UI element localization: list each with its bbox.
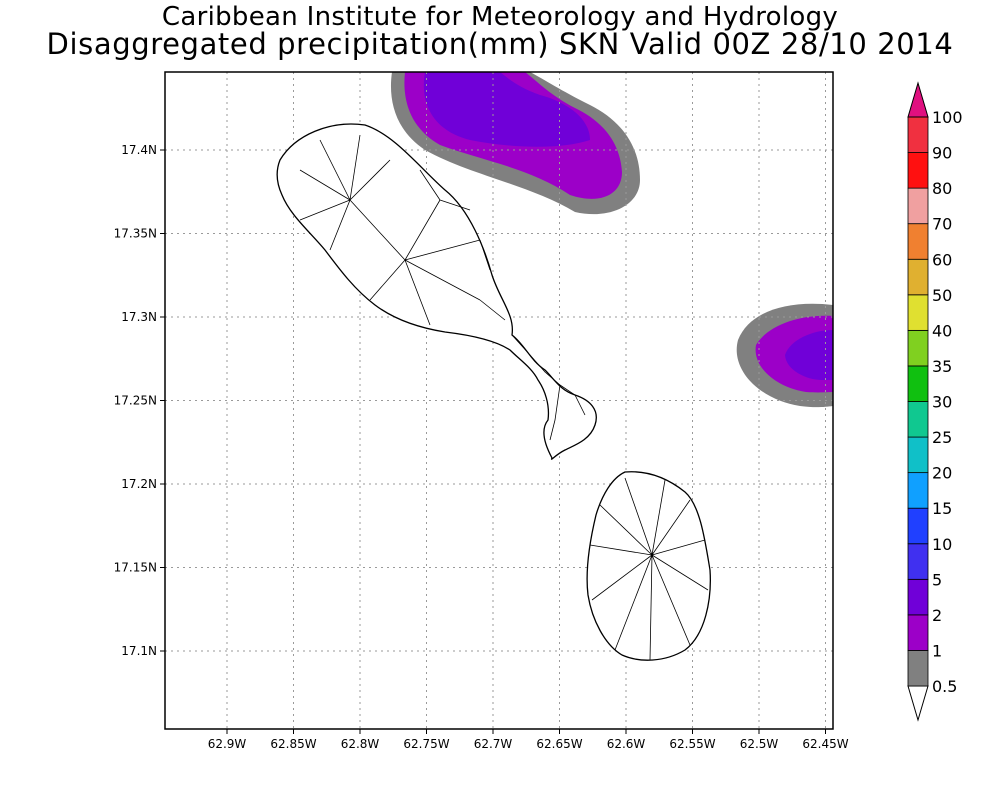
colorbar-label: 10 — [932, 535, 952, 554]
lon-tick-label: 62.85W — [270, 737, 316, 751]
colorbar-label: 90 — [932, 144, 952, 163]
colorbar-label: 70 — [932, 215, 952, 234]
longitude-axis: 62.9W 62.85W 62.8W 62.75W 62.7W 62.65W 62.6W 62… — [208, 729, 849, 751]
colorbar-upper-arrow — [907, 81, 929, 118]
colorbar-swatch — [907, 401, 929, 438]
lon-tick-label: 62.45W — [802, 737, 848, 751]
nevis-island — [586, 471, 711, 661]
colorbar-label: 100 — [932, 108, 963, 127]
colorbar-swatch — [907, 223, 929, 260]
colorbar-label: 80 — [932, 179, 952, 198]
colorbar-swatch — [907, 578, 929, 616]
colorbar-label: 60 — [932, 250, 952, 269]
colorbar-swatch — [907, 614, 929, 651]
lat-tick-label: 17.3N — [121, 310, 157, 324]
colorbar-label: 2 — [932, 606, 942, 625]
colorbar-label: 5 — [932, 570, 942, 589]
colorbar-swatch — [907, 472, 929, 509]
precipitation-field — [390, 72, 833, 408]
colorbar-label: 30 — [932, 393, 952, 412]
colorbar-swatch — [907, 187, 929, 225]
colorbar-swatch — [907, 650, 929, 687]
st-kitts-island — [276, 123, 597, 460]
lon-tick-label: 62.65W — [536, 737, 582, 751]
colorbar-swatch — [907, 329, 929, 367]
lon-tick-label: 62.55W — [669, 737, 715, 751]
lat-tick-label: 17.4N — [121, 143, 157, 157]
lat-tick-label: 17.15N — [114, 561, 157, 575]
map-title: Caribbean Institute for Meteorology and … — [161, 2, 839, 32]
colorbar-label: 15 — [932, 499, 952, 518]
lon-tick-label: 62.75W — [403, 737, 449, 751]
colorbar-label: 20 — [932, 464, 952, 483]
lat-tick-label: 17.2N — [121, 477, 157, 491]
colorbar-label: 35 — [932, 357, 952, 376]
colorbar-label: 25 — [932, 428, 952, 447]
colorbar-swatch — [907, 294, 929, 331]
latitude-axis: 17.4N 17.35N 17.3N 17.25N 17.2N 17.15N 17.1N — [114, 143, 165, 658]
lon-tick-label: 62.9W — [208, 737, 247, 751]
colorbar-label: 1 — [932, 641, 942, 660]
colorbar-swatch — [907, 152, 929, 189]
lon-tick-label: 62.7W — [474, 737, 513, 751]
colorbar-swatch — [907, 543, 929, 580]
east-precip-cell — [736, 303, 833, 408]
lon-tick-label: 62.8W — [341, 737, 380, 751]
map-subtitle: Disaggregated precipitation(mm) SKN Vali… — [46, 27, 954, 61]
lat-tick-label: 17.25N — [114, 394, 157, 408]
colorbar-label: 50 — [932, 286, 952, 305]
colorbar-label: 40 — [932, 321, 952, 340]
lon-tick-label: 62.6W — [607, 737, 646, 751]
lat-tick-label: 17.35N — [114, 227, 157, 241]
colorbar-swatch — [907, 116, 929, 153]
colorbar-swatch — [907, 365, 929, 402]
lon-tick-label: 62.5W — [740, 737, 779, 751]
colorbar-swatch — [907, 258, 929, 296]
colorbar-swatch — [907, 436, 929, 474]
north-precip-cell — [390, 72, 640, 215]
lat-tick-label: 17.1N — [121, 644, 157, 658]
colorbar-swatch — [907, 507, 929, 545]
colorbar-label: 0.5 — [932, 677, 957, 696]
colorbar-lower-arrow — [907, 685, 929, 722]
